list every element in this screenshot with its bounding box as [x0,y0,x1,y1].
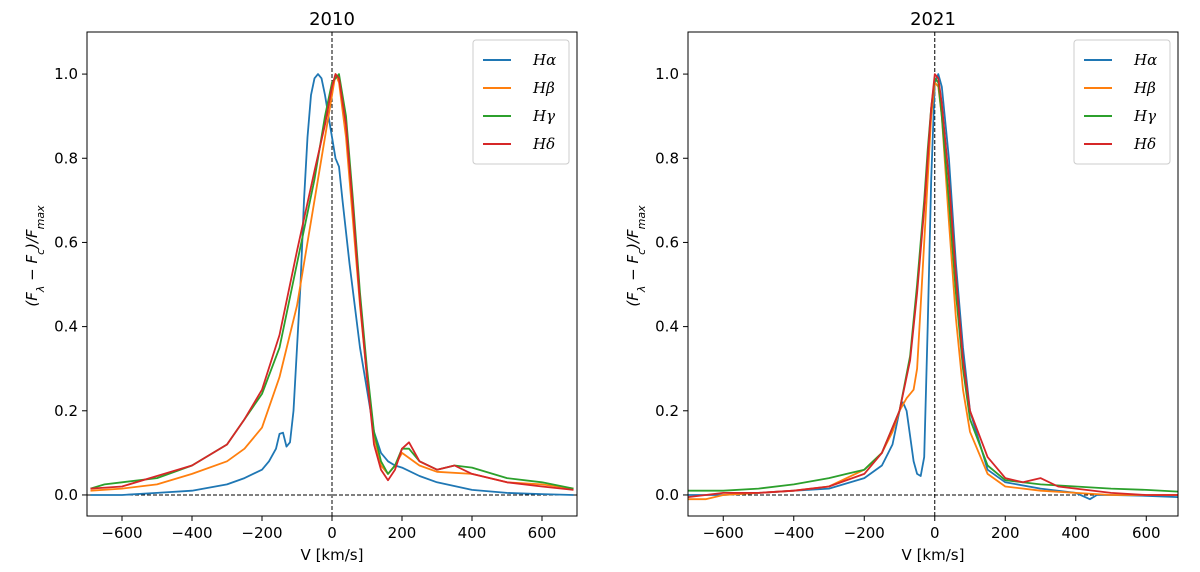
series-group [688,73,1178,501]
x-tick-label: 600 [528,524,557,542]
x-axis-label: V [km/s] [902,546,965,564]
y-tick-label: 0.0 [54,486,78,504]
series-line-h-delta [688,73,1178,498]
legend-label: Hγ [532,107,555,125]
y-tick-label: 0.2 [54,402,78,420]
series-line-h-alpha [688,73,1178,501]
chart-title: 2021 [910,9,956,30]
chart-title: 2010 [309,9,355,30]
y-label-part: )/F [624,229,642,250]
legend: Hα Hβ Hγ Hδ [1073,39,1171,165]
y-tick-label: 1.0 [54,65,78,83]
y-tick-label: 0.6 [54,233,78,251]
series-group [90,73,574,496]
x-tick-label: 0 [930,524,940,542]
y-label-subscript: c [635,249,648,255]
x-tick-label: −400 [171,524,212,542]
y-tick-label: 1.0 [655,65,679,83]
x-tick-label: 200 [388,524,417,542]
y-tick-label: 0.0 [655,486,679,504]
x-tick-label: 600 [1132,524,1161,542]
x-tick-label: 400 [458,524,487,542]
y-tick-label: 0.8 [54,149,78,167]
x-tick-label: 400 [1061,524,1090,542]
y-label-subscript: max [34,205,47,229]
legend-frame [472,39,570,165]
legend-label: Hγ [1133,107,1156,125]
plot-2010: 2010 −600 −400 −200 0 200 400 600 0.0 0.2 0.4 0.6 0.… [23,9,578,564]
x-tick-label: −200 [241,524,282,542]
legend-label: Hα [532,51,556,69]
y-label-subscript: max [635,205,648,229]
legend-label: Hα [1133,51,1157,69]
legend-label: Hδ [1133,135,1156,153]
y-tick-label: 0.8 [655,149,679,167]
legend-label: Hβ [532,79,555,97]
plot-2021: 2021 −600 −400 −200 0 200 400 600 0.0 0.2 0.4 0.6 0.… [624,9,1179,564]
x-tick-label: −200 [844,524,885,542]
y-tick-label: 0.4 [655,318,679,336]
axes-frame [687,31,1179,517]
x-axis-label: V [km/s] [301,546,364,564]
y-tick-label: 0.2 [655,402,679,420]
y-tick-label: 0.6 [655,233,679,251]
legend-frame [1073,39,1171,165]
x-tick-label: 200 [991,524,1020,542]
legend-label: Hδ [532,135,555,153]
y-tick-label: 0.4 [54,318,78,336]
x-tick-label: −600 [703,524,744,542]
legend-label: Hβ [1133,79,1156,97]
x-tick-label: 0 [327,524,337,542]
y-label-subscript: c [34,249,47,255]
y-label-part: )/F [23,229,41,250]
series-line-h-delta [90,73,574,491]
y-label-part: (F [23,292,41,307]
y-label-part: (F [624,292,642,307]
y-label-part: − F [23,255,41,286]
legend: Hα Hβ Hγ Hδ [472,39,570,165]
y-label-subscript: λ [635,286,648,294]
x-tick-label: −600 [101,524,142,542]
series-line-h-beta [90,73,574,492]
y-label-part: − F [624,255,642,286]
y-axis-label: (Fλ − Fc)/Fmax [624,205,648,307]
x-tick-label: −400 [773,524,814,542]
y-axis-label: (Fλ − Fc)/Fmax [23,205,47,307]
y-label-subscript: λ [34,286,47,294]
